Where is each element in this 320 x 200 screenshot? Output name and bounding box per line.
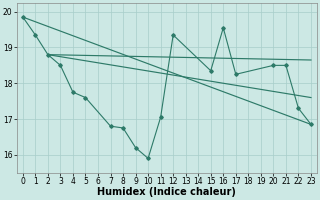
X-axis label: Humidex (Indice chaleur): Humidex (Indice chaleur) bbox=[98, 187, 236, 197]
